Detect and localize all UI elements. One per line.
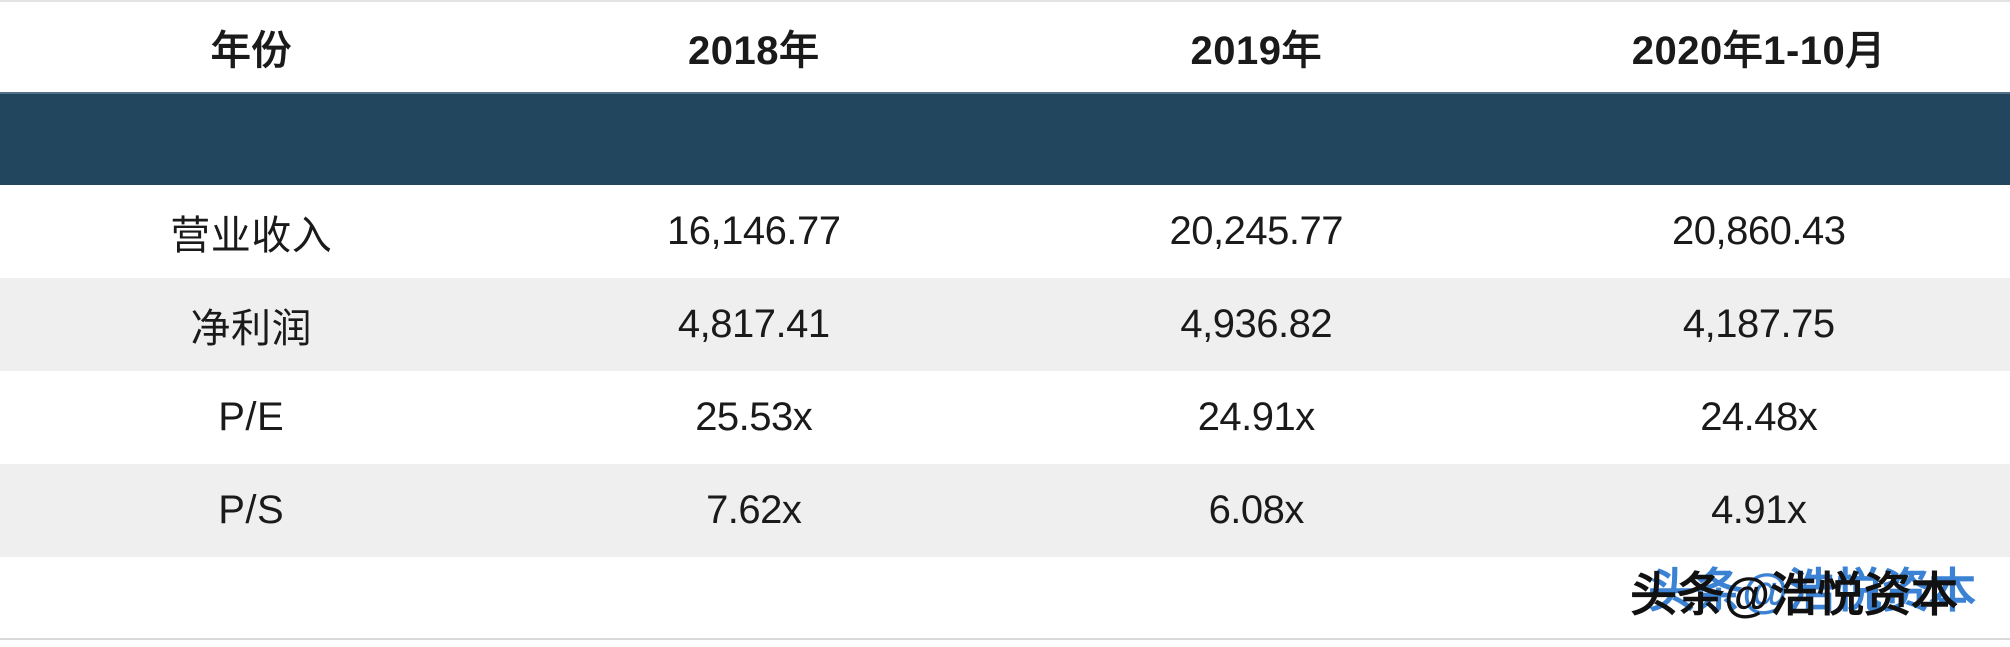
cell-value: 7.62x <box>706 488 802 532</box>
header-2019: 2019年 <box>1190 29 1322 73</box>
row-label: P/E <box>218 395 285 439</box>
cell-value: 24.48x <box>1700 395 1818 439</box>
cell-value: 20,245.77 <box>1169 209 1344 253</box>
row-label: P/S <box>218 488 285 532</box>
cell-value: 24.91x <box>1197 395 1316 439</box>
table-row-pe: P/E 25.53x 24.91x 24.48x <box>0 371 2010 464</box>
row-label: 营业收入 <box>170 213 333 258</box>
table-row-net-profit: 净利润 4,817.41 4,936.82 4,187.75 <box>0 278 2010 371</box>
divider-band <box>0 92 2010 185</box>
header-year-column: 年份 <box>210 29 292 73</box>
watermark-text: 头条@浩悦资本 <box>1630 568 1958 621</box>
cell-value: 4,936.82 <box>1180 302 1333 346</box>
watermark-blue-shadow-text: 头条@浩悦资本 <box>1648 564 1976 617</box>
cell-value: 4,817.41 <box>677 302 830 346</box>
footer-area: 头条@浩悦资本 头条@浩悦资本 <box>0 557 2010 647</box>
cell-value: 25.53x <box>695 395 813 439</box>
header-2018: 2018年 <box>688 29 820 73</box>
toutiao-watermark: 头条@浩悦资本 头条@浩悦资本 <box>1630 563 1976 627</box>
cell-value: 16,146.77 <box>667 209 841 253</box>
table-row-ps: P/S 7.62x 6.08x 4.91x <box>0 464 2010 557</box>
cell-value: 4,187.75 <box>1682 302 1835 346</box>
cell-value: 4.91x <box>1711 488 1807 532</box>
header-2020-jan-oct: 2020年1-10月 <box>1631 29 1886 73</box>
cell-value: 20,860.43 <box>1672 209 1846 253</box>
bottom-divider-line <box>0 638 2010 640</box>
row-label: 净利润 <box>190 306 312 351</box>
cell-value: 6.08x <box>1208 488 1305 532</box>
table-header-row: 年份 2018年 2019年 2020年1-10月 <box>0 2 2010 92</box>
table-row-revenue: 营业收入 16,146.77 20,245.77 20,860.43 <box>0 185 2010 278</box>
